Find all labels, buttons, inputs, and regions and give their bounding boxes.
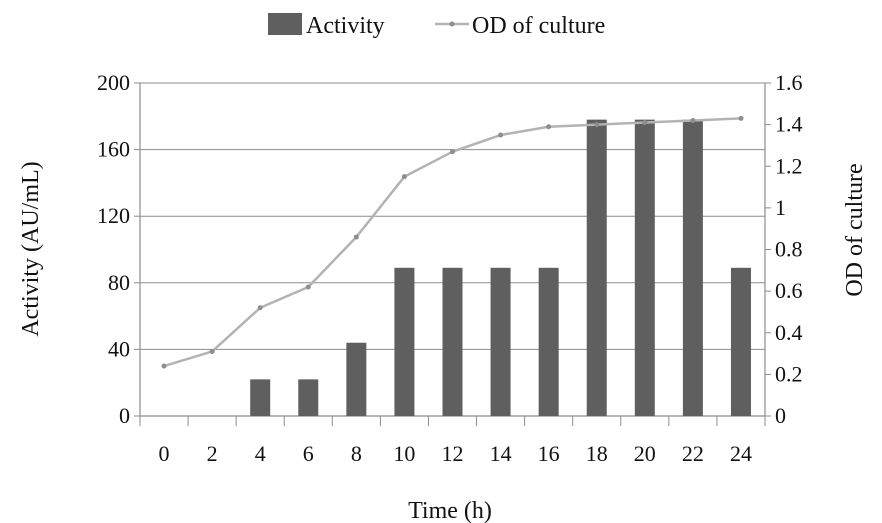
x-axis-tick-label-20: 20 [634,441,656,466]
legend-od-marker [449,21,455,27]
x-axis-tick-label-22: 22 [682,441,704,466]
x-axis-tick-label-14: 14 [490,441,512,466]
od-point-10 [401,174,407,180]
right-axis-tick-label-4: 0.8 [775,237,803,262]
right-axis-tick-label-2: 0.4 [775,320,803,345]
right-axis-tick-label-6: 1.2 [775,153,803,178]
left-axis-tick-label-2: 80 [108,270,130,295]
activity-bar-12 [442,267,463,416]
x-axis-tick-label-4: 4 [255,441,266,466]
activity-bar-14 [490,267,511,416]
chart-legend: Activity OD of culture [268,13,605,39]
left-axis-title: Activity (AU/mL) [18,161,44,336]
legend-activity-label: Activity [306,13,385,39]
left-axis-tick-label-1: 40 [108,336,130,361]
activity-bar-24 [730,267,751,416]
activity-bar-16 [538,267,559,416]
right-axis-tick-label-0: 0 [775,403,786,428]
od-point-0 [161,363,167,369]
x-axis-tick-label-0: 0 [159,441,170,466]
x-axis-tick-label-8: 8 [351,441,362,466]
left-axis-tick-label-5: 200 [97,70,130,95]
activity-bar-22 [682,119,703,416]
od-point-20 [642,120,648,126]
activity-bar-20 [634,119,655,416]
x-axis-title: Time (h) [408,498,492,523]
x-axis-tick-label-12: 12 [442,441,464,466]
left-axis-tick-label-0: 0 [119,403,130,428]
x-axis-tick-label-18: 18 [586,441,608,466]
legend-activity-swatch [268,13,302,35]
x-axis-tick-label-10: 10 [393,441,415,466]
od-point-2 [209,348,215,354]
od-point-4 [257,305,263,311]
od-point-12 [450,149,455,155]
left-axis-tick-label-3: 120 [97,203,130,228]
right-axis-title: OD of culture [842,163,868,296]
x-axis-tick-label-16: 16 [538,441,560,466]
x-axis-tick-label-2: 2 [207,441,218,466]
x-axis-tick-label-24: 24 [730,441,752,466]
activity-bar-8 [346,342,367,416]
right-axis-tick-label-7: 1.4 [775,112,803,137]
left-axis-tick-label-4: 160 [97,137,130,162]
od-point-14 [498,132,504,138]
right-axis-tick-label-3: 0.6 [775,278,803,303]
activity-bar-4 [250,379,271,416]
x-axis-tick-label-6: 6 [303,441,314,466]
activity-bar-6 [298,379,319,416]
od-point-6 [305,284,311,290]
od-point-18 [594,122,600,128]
od-point-22 [690,117,696,123]
activity-bar-10 [394,267,415,416]
activity-bar-18 [586,119,607,416]
right-axis-tick-label-8: 1.6 [775,70,803,95]
od-point-24 [738,115,744,121]
right-axis-tick-label-5: 1 [775,195,786,220]
od-point-8 [353,234,359,240]
od-point-16 [546,124,552,130]
legend-od-label: OD of culture [472,13,605,39]
right-axis-tick-label-1: 0.2 [775,361,803,386]
